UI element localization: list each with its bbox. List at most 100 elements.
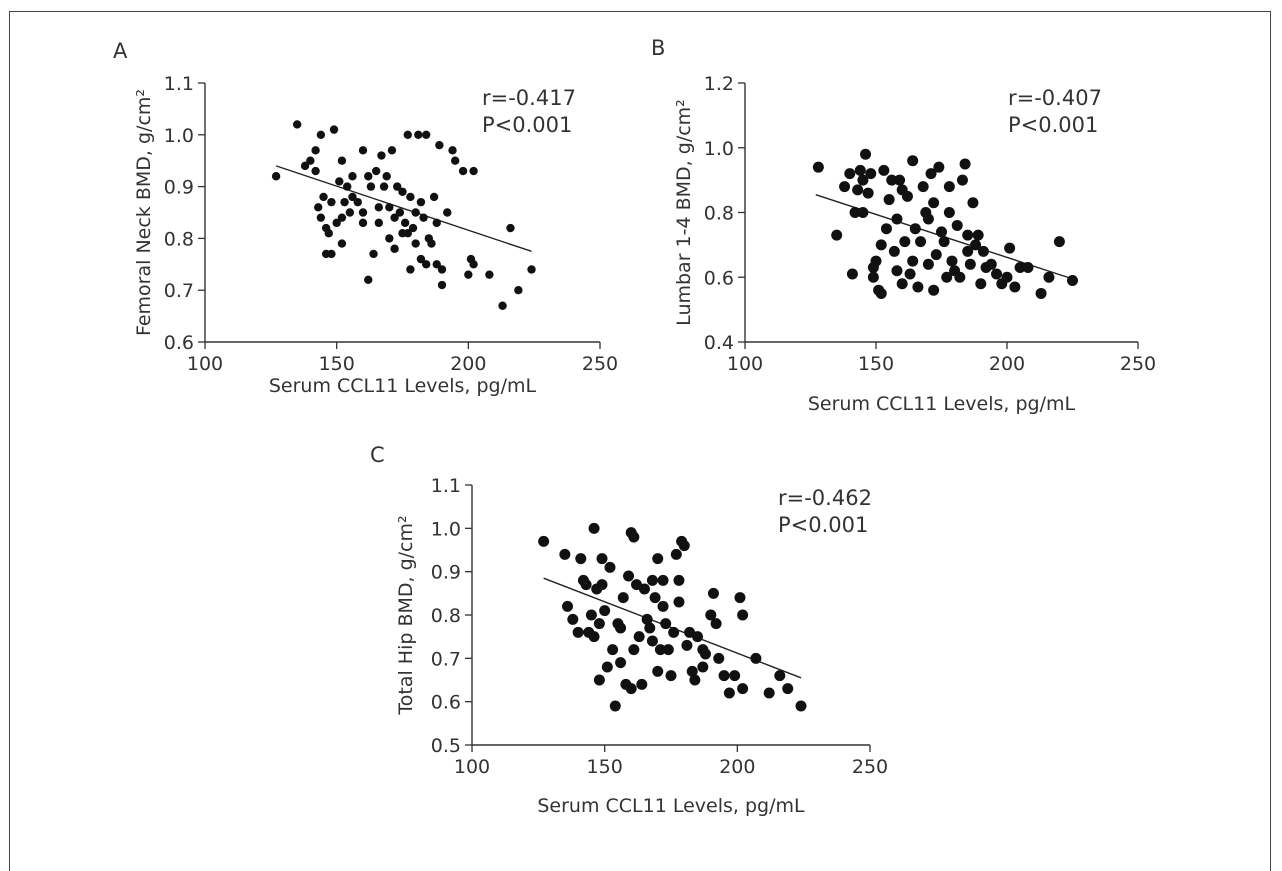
data-point [300, 161, 310, 171]
data-point [398, 187, 407, 196]
data-point [607, 644, 619, 656]
data-point [332, 218, 341, 228]
data-point [432, 218, 441, 228]
data-point [710, 618, 722, 630]
data-point [316, 130, 326, 139]
x-axis-label: Serum CCL11 Levels, pg/mL [269, 375, 537, 397]
y-tick-label: 0.6 [164, 332, 194, 354]
data-point [991, 268, 1003, 280]
data-point [615, 657, 627, 669]
data-point [406, 192, 415, 202]
data-point [662, 644, 674, 656]
data-point [854, 164, 866, 176]
data-point [660, 618, 672, 630]
x-tick-label: 100 [187, 353, 223, 375]
x-tick-label: 100 [454, 756, 490, 778]
data-point [867, 271, 879, 283]
data-point [638, 583, 650, 595]
data-point [567, 613, 579, 625]
y-tick-label: 0.9 [164, 177, 194, 199]
y-tick-label: 1.0 [431, 518, 461, 540]
stat-annotation: P<0.001 [1008, 113, 1098, 137]
data-point [559, 548, 571, 560]
data-point [271, 172, 281, 181]
data-point [435, 140, 444, 150]
data-point [337, 213, 347, 222]
data-point [750, 652, 762, 664]
data-point [443, 208, 452, 217]
data-point [857, 174, 869, 186]
data-point [972, 229, 984, 241]
data-point [951, 219, 963, 231]
data-point [337, 239, 347, 248]
data-point [411, 239, 420, 248]
data-point [588, 631, 600, 643]
data-point [1043, 271, 1055, 283]
data-point [596, 579, 608, 591]
panel-letter: A [113, 39, 128, 63]
data-point [377, 151, 386, 160]
data-point [938, 236, 950, 248]
data-point [324, 229, 333, 238]
data-point [371, 166, 381, 176]
data-point [311, 166, 320, 176]
data-point [343, 182, 352, 191]
data-point [593, 618, 605, 630]
data-point [314, 203, 323, 212]
x-tick-label: 250 [852, 756, 888, 778]
data-point [962, 245, 974, 257]
y-tick-label: 0.9 [431, 562, 461, 584]
data-point [718, 670, 730, 682]
data-point [763, 687, 775, 699]
y-tick-label: 0.5 [431, 735, 461, 757]
data-point [340, 197, 349, 207]
data-point [348, 172, 357, 181]
data-point [319, 192, 328, 202]
data-point [936, 226, 947, 238]
data-point [374, 203, 383, 212]
data-point [311, 146, 320, 155]
data-point [374, 218, 383, 228]
x-axis-label: Serum CCL11 Levels, pg/mL [808, 393, 1076, 415]
data-point [458, 166, 468, 176]
data-point [1009, 281, 1021, 293]
data-point [697, 661, 709, 673]
x-axis-label: Serum CCL11 Levels, pg/mL [537, 795, 805, 817]
data-point [633, 631, 645, 643]
data-point [888, 245, 900, 257]
data-point [448, 146, 457, 155]
data-point [678, 540, 690, 552]
data-point [886, 174, 898, 186]
data-point [316, 213, 326, 222]
data-point [469, 260, 478, 269]
data-point [353, 197, 362, 207]
y-tick-label: 0.6 [431, 692, 461, 714]
y-axis-label: Total Hip BMD, g/cm² [395, 515, 417, 715]
stat-annotation: P<0.001 [482, 113, 572, 137]
data-point [593, 674, 605, 686]
data-point [1004, 242, 1016, 254]
x-tick-label: 250 [582, 353, 618, 375]
data-point [673, 596, 685, 608]
data-point [705, 609, 717, 621]
y-tick-label: 0.8 [164, 228, 194, 250]
y-axis-label: Lumbar 1-4 BMD, g/cm² [673, 99, 695, 326]
data-point [514, 286, 523, 295]
data-point [382, 172, 391, 181]
data-point [327, 197, 336, 207]
data-point [450, 156, 460, 165]
data-point [408, 223, 418, 233]
data-point [636, 678, 648, 690]
data-point [831, 229, 843, 241]
data-point [852, 184, 864, 196]
data-point [912, 281, 924, 293]
data-point [327, 249, 336, 259]
y-tick-label: 0.4 [704, 332, 734, 354]
stat-annotation: r=-0.417 [482, 86, 576, 110]
data-point [385, 203, 394, 212]
data-point [422, 260, 431, 269]
data-point [575, 553, 587, 565]
figure-frame [9, 11, 1271, 871]
data-point [644, 622, 656, 634]
data-point [723, 687, 735, 699]
